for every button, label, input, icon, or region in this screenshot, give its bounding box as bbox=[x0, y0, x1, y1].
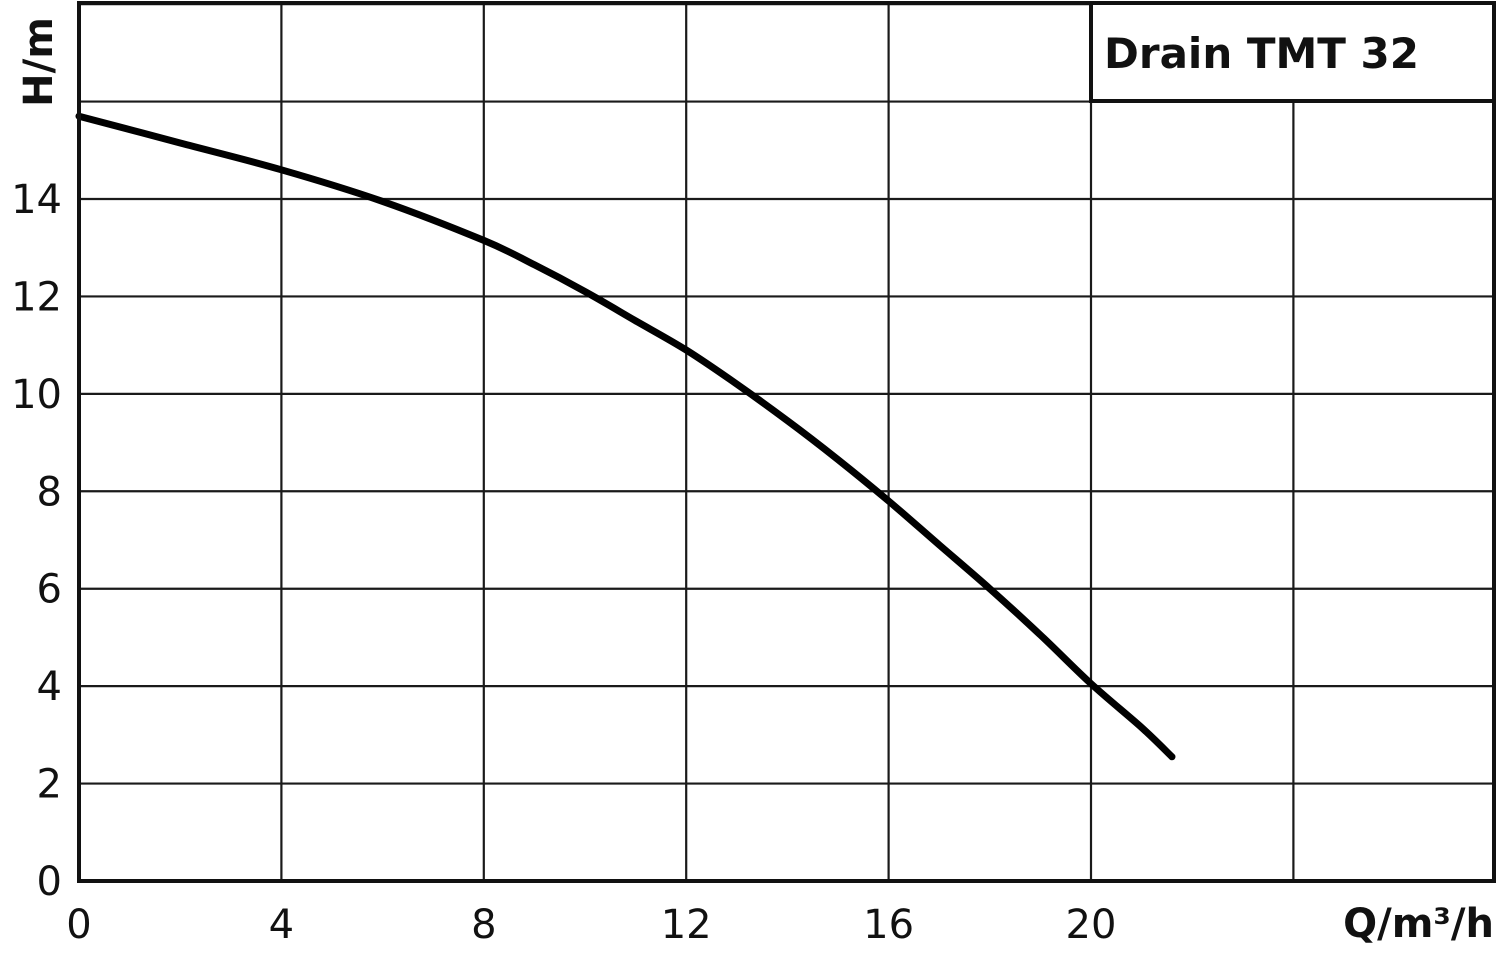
y-tick-label: 12 bbox=[11, 274, 62, 320]
y-tick-label: 8 bbox=[37, 469, 62, 515]
x-tick-label: 20 bbox=[1066, 902, 1117, 948]
x-tick-label: 8 bbox=[471, 902, 496, 948]
x-tick-label: 16 bbox=[863, 902, 914, 948]
y-tick-label: 2 bbox=[37, 762, 62, 808]
curve-layer bbox=[75, 112, 1176, 761]
y-tick-label: 4 bbox=[37, 664, 62, 710]
y-tick-label: 0 bbox=[37, 859, 62, 905]
y-axis-label: H/m bbox=[16, 17, 62, 107]
x-tick-label: 12 bbox=[661, 902, 712, 948]
title-box: Drain TMT 32 bbox=[1089, 1, 1496, 103]
x-axis-label: Q/m³/h bbox=[1343, 901, 1494, 947]
title-box-frame bbox=[1089, 1, 1496, 103]
y-tick-label: 6 bbox=[37, 567, 62, 613]
y-tick-label: 14 bbox=[11, 177, 62, 223]
x-tick-label: 0 bbox=[66, 902, 91, 948]
tick-labels: 0 4 8 12 16 20 0 2 4 6 8 10 12 14 bbox=[11, 177, 1116, 948]
series-line bbox=[75, 112, 1176, 761]
grid bbox=[79, 3, 1494, 881]
plot-frame bbox=[77, 1, 1496, 883]
x-tick-label: 4 bbox=[269, 902, 294, 948]
y-tick-label: 10 bbox=[11, 372, 62, 418]
chart-title: Drain TMT 32 bbox=[1104, 29, 1419, 78]
